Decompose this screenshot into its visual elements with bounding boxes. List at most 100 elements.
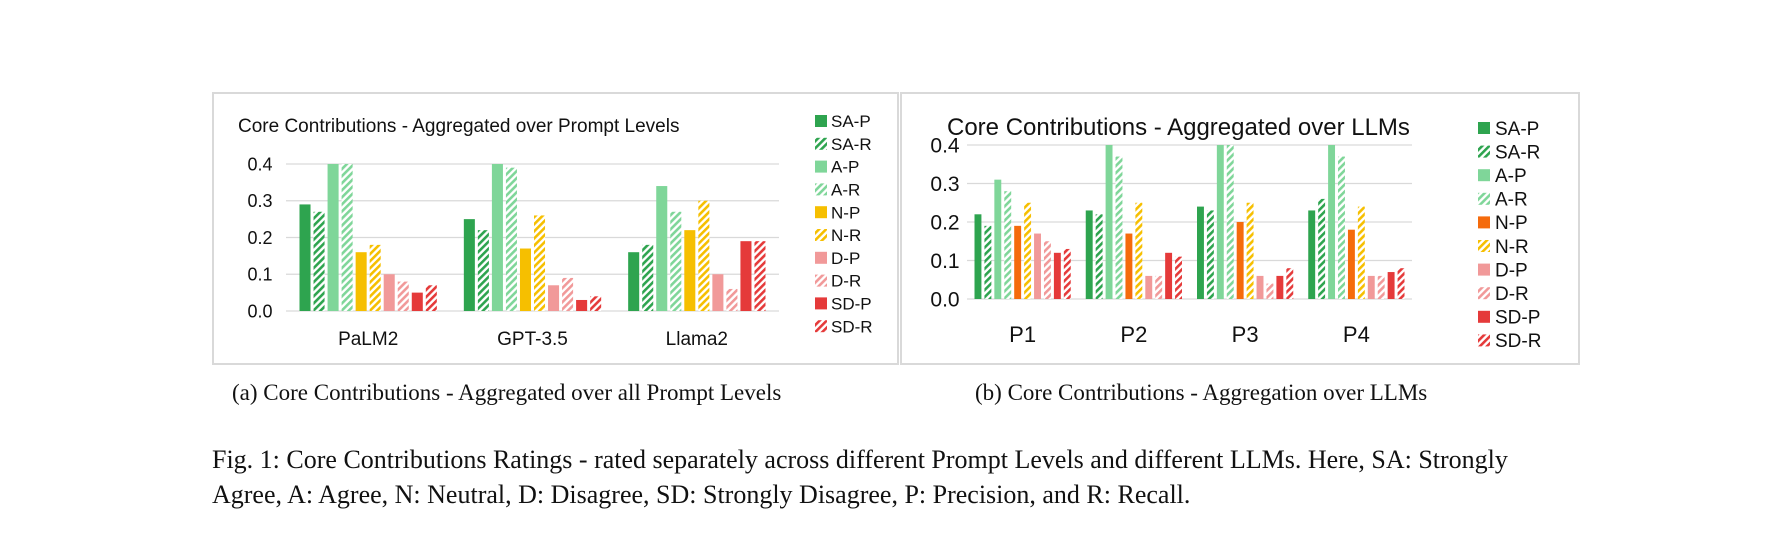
bar-sa-p-p3 [1197,206,1204,299]
bar-sd-r-llama2 [754,241,766,311]
legend-swatch [1478,310,1490,323]
bar-a-p-p3 [1216,145,1224,299]
legend-swatch [815,251,827,264]
bar-d-p-palm2 [383,274,395,311]
bar-sa-r-p2 [1095,214,1103,299]
legend-swatch [815,320,827,333]
bar-sa-p-p2 [1085,210,1093,299]
bar-sa-p-llama2 [628,252,640,311]
x-category-label: GPT-3.5 [497,329,568,350]
bar-d-r-p2 [1155,275,1163,299]
legend-swatch [815,274,827,287]
bar-n-p-p4 [1347,229,1355,299]
legend-swatch [1478,145,1490,158]
bar-sa-p-p4 [1308,210,1316,299]
y-tick-label: 0.1 [247,265,272,285]
bar-a-p-p4 [1328,145,1336,299]
legend-swatch [1478,122,1490,134]
y-tick-label: 0.0 [930,289,959,312]
y-tick-label: 0.3 [930,173,959,196]
bar-sd-p-p1 [1053,252,1061,299]
legend-label: N-P [1495,213,1528,234]
bar-a-r-p3 [1226,145,1234,299]
legend-label: SA-R [831,135,872,154]
legend-swatch [1478,287,1490,300]
bar-n-p-p1 [1014,225,1022,299]
chart-b-title: Core Contributions - Aggregated over LLM… [947,114,1410,141]
bar-a-r-gpt-3.5 [505,167,517,311]
legend-swatch [815,160,827,173]
legend-label: D-R [831,272,861,291]
bar-sa-r-p4 [1318,198,1326,299]
bar-sd-p-gpt-3.5 [576,299,588,311]
legend-label: SA-P [831,112,871,131]
bar-sd-p-llama2 [740,241,752,311]
legend-label: A-P [831,158,859,177]
legend-swatch [815,206,827,219]
bar-n-r-p3 [1246,202,1254,299]
subcaption-b: (b) Core Contributions - Aggregation ove… [975,380,1428,405]
bar-sd-r-p2 [1175,256,1182,299]
legend-label: A-R [1495,190,1528,211]
bar-d-p-p2 [1145,275,1153,299]
y-tick-label: 0.4 [930,135,960,158]
bar-a-r-p4 [1338,156,1345,299]
legend-label: SD-R [831,317,873,336]
legend-label: A-P [1495,166,1527,187]
bar-d-r-gpt-3.5 [562,277,574,311]
legend-label: D-R [1495,284,1529,305]
bar-d-r-p1 [1043,241,1051,299]
legend-label: A-R [831,181,860,200]
bar-sa-r-p3 [1206,210,1214,299]
y-tick-label: 0.0 [247,301,272,321]
legend-label: D-P [1495,260,1528,281]
bar-a-r-palm2 [341,164,353,311]
bar-sa-r-llama2 [642,244,654,311]
bar-n-r-p2 [1135,202,1143,299]
bar-sd-r-p3 [1286,268,1294,299]
chart-a: 0.0 0.1 0.2 0.3 0.4 PaLM2 GPT-3.5 Llama2 SA-P SA-… [247,112,872,350]
bar-n-r-llama2 [698,200,710,311]
x-category-label: PaLM2 [338,329,398,350]
bar-n-r-p1 [1024,202,1032,299]
bar-d-r-llama2 [726,288,738,311]
y-tick-label: 0.2 [247,228,272,248]
legend-label: SD-R [1495,331,1541,352]
bar-sa-p-gpt-3.5 [463,219,475,311]
legend-swatch [815,183,827,196]
legend-swatch [815,229,827,241]
bar-sd-r-gpt-3.5 [590,296,602,311]
y-tick-label: 0.1 [930,250,959,273]
x-category-label: P1 [1009,322,1036,347]
x-category-label: P2 [1120,322,1147,347]
bar-d-p-gpt-3.5 [548,285,560,311]
bar-d-p-p1 [1034,233,1041,299]
legend-label: N-R [1495,237,1529,258]
bar-n-p-llama2 [684,230,696,311]
bar-a-p-p2 [1105,145,1113,299]
bar-n-p-gpt-3.5 [519,248,531,311]
bar-sa-r-gpt-3.5 [477,230,489,311]
bar-sd-p-p4 [1387,272,1395,299]
bar-n-r-p4 [1357,206,1365,299]
bar-a-p-llama2 [656,186,668,311]
legend-swatch [1478,334,1490,347]
bar-sd-r-p1 [1063,248,1071,299]
bar-a-r-p1 [1004,191,1012,299]
bar-n-r-palm2 [369,244,381,311]
bar-d-r-palm2 [397,281,409,311]
x-category-label: P3 [1232,322,1259,347]
legend-label: N-P [831,203,860,222]
legend-swatch [1478,192,1490,205]
figure-caption: Fig. 1: Core Contributions Ratings - rat… [212,445,1508,509]
bar-a-p-p1 [994,179,1002,299]
bar-d-r-p3 [1266,283,1274,299]
legend-label: D-P [831,249,860,268]
y-tick-label: 0.3 [247,191,272,211]
chart-a-title: Core Contributions - Aggregated over Pro… [238,116,679,137]
bar-sd-p-palm2 [411,292,423,311]
legend-swatch [815,115,827,127]
bar-d-p-p3 [1256,275,1264,299]
bar-a-p-gpt-3.5 [491,164,503,311]
